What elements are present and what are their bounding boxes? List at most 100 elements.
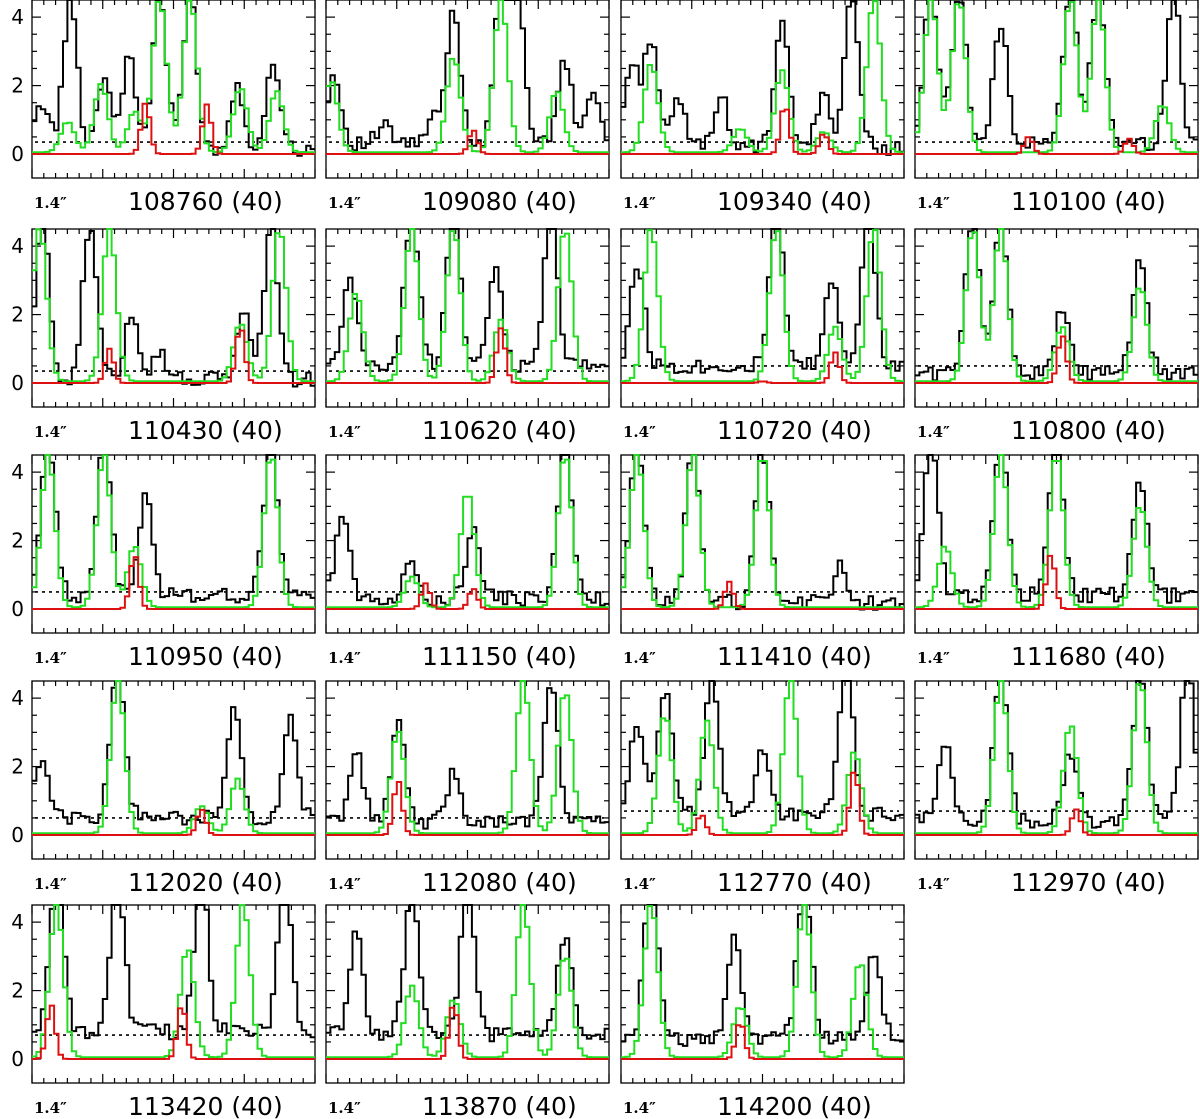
y-tick-label: 4 bbox=[11, 234, 24, 258]
beam-size-label: 1.4″ bbox=[623, 423, 656, 441]
spectrum-panel: 0 2 4 1.4″ 110950 (40) bbox=[11, 454, 316, 671]
full-model-spectrum bbox=[32, 904, 315, 1059]
beam-size-label: 1.4″ bbox=[623, 1099, 656, 1117]
frequency-label: 110720 (40) bbox=[717, 416, 872, 445]
y-tick-label: 4 bbox=[11, 686, 24, 710]
species-model-spectrum bbox=[915, 554, 1198, 610]
spectrum-panel: 1.4″ 110100 (40) bbox=[914, 0, 1199, 216]
beam-size-label: 1.4″ bbox=[34, 875, 67, 893]
species-model-spectrum bbox=[32, 329, 315, 384]
full-model-spectrum bbox=[915, 0, 1198, 154]
observed-spectrum bbox=[326, 454, 609, 607]
species-model-spectrum bbox=[32, 556, 315, 610]
frequency-label: 113870 (40) bbox=[422, 1092, 577, 1119]
panel-frame bbox=[31, 0, 316, 179]
observed-spectrum bbox=[32, 904, 315, 1041]
frequency-label: 112770 (40) bbox=[717, 868, 872, 897]
species-model-spectrum bbox=[915, 335, 1198, 384]
y-tick-label: 2 bbox=[11, 755, 24, 779]
species-model-spectrum bbox=[621, 108, 904, 155]
spectrum-panel: 0 2 4 1.4″ 113420 (40) bbox=[11, 904, 316, 1119]
species-model-spectrum bbox=[621, 351, 904, 384]
frequency-label: 111410 (40) bbox=[717, 642, 872, 671]
spectrum-panel: 1.4″ 110620 (40) bbox=[325, 228, 610, 445]
y-tick-label: 4 bbox=[11, 5, 24, 29]
frequency-label: 108760 (40) bbox=[128, 187, 283, 216]
species-model-spectrum bbox=[621, 771, 904, 836]
observed-spectrum bbox=[621, 904, 904, 1047]
spectrum-panel: 1.4″ 111410 (40) bbox=[620, 454, 905, 671]
species-model-spectrum bbox=[32, 808, 315, 836]
frequency-label: 109080 (40) bbox=[422, 187, 577, 216]
spectrum-panel: 1.4″ 113870 (40) bbox=[325, 904, 610, 1119]
y-tick-label: 0 bbox=[11, 823, 24, 847]
y-tick-label: 4 bbox=[11, 460, 24, 484]
beam-size-label: 1.4″ bbox=[34, 194, 67, 212]
y-tick-label: 2 bbox=[11, 303, 24, 327]
y-tick-label: 2 bbox=[11, 979, 24, 1003]
species-model-spectrum bbox=[915, 136, 1198, 155]
spectrum-panel: 1.4″ 110720 (40) bbox=[620, 228, 905, 445]
beam-size-label: 1.4″ bbox=[917, 649, 950, 667]
spectrum-panel: 1.4″ 109080 (40) bbox=[325, 0, 610, 216]
panel-frame bbox=[325, 228, 610, 408]
observed-spectrum bbox=[621, 680, 904, 822]
observed-spectrum bbox=[32, 680, 315, 826]
beam-size-label: 1.4″ bbox=[328, 194, 361, 212]
full-model-spectrum bbox=[915, 454, 1198, 609]
y-tick-label: 0 bbox=[11, 142, 24, 166]
observed-spectrum bbox=[915, 680, 1198, 829]
full-model-spectrum bbox=[32, 454, 315, 609]
beam-size-label: 1.4″ bbox=[917, 194, 950, 212]
observed-spectrum bbox=[32, 228, 315, 388]
full-model-spectrum bbox=[326, 680, 609, 835]
y-tick-label: 2 bbox=[11, 74, 24, 98]
beam-size-label: 1.4″ bbox=[623, 649, 656, 667]
full-model-spectrum bbox=[621, 229, 904, 383]
full-model-spectrum bbox=[621, 0, 904, 154]
spectrum-panel: 1.4″ 111150 (40) bbox=[325, 454, 610, 671]
y-tick-label: 2 bbox=[11, 529, 24, 553]
spectrum-panel: 1.4″ 112770 (40) bbox=[620, 680, 905, 897]
full-model-spectrum bbox=[326, 458, 609, 609]
beam-size-label: 1.4″ bbox=[328, 1099, 361, 1117]
observed-spectrum bbox=[915, 454, 1198, 604]
observed-spectrum bbox=[32, 454, 315, 604]
species-model-spectrum bbox=[326, 327, 609, 384]
spectrum-panel: 1.4″ 114200 (40) bbox=[620, 904, 905, 1119]
beam-size-label: 1.4″ bbox=[34, 1099, 67, 1117]
species-model-spectrum bbox=[32, 102, 315, 155]
frequency-label: 110430 (40) bbox=[128, 416, 283, 445]
beam-size-label: 1.4″ bbox=[328, 649, 361, 667]
observed-spectrum bbox=[326, 904, 609, 1043]
frequency-label: 109340 (40) bbox=[717, 187, 872, 216]
full-model-spectrum bbox=[915, 228, 1198, 383]
full-model-spectrum bbox=[621, 904, 904, 1059]
beam-size-label: 1.4″ bbox=[34, 649, 67, 667]
frequency-label: 111150 (40) bbox=[422, 642, 577, 671]
species-model-spectrum bbox=[915, 808, 1198, 836]
spectrum-panel: 1.4″ 112080 (40) bbox=[325, 680, 610, 897]
full-model-spectrum bbox=[32, 0, 315, 154]
spectrum-panel: 0 2 4 1.4″ 108760 (40) bbox=[11, 0, 316, 216]
beam-size-label: 1.4″ bbox=[34, 423, 67, 441]
beam-size-label: 1.4″ bbox=[328, 423, 361, 441]
y-tick-label: 0 bbox=[11, 371, 24, 395]
beam-size-label: 1.4″ bbox=[917, 875, 950, 893]
y-tick-label: 4 bbox=[11, 910, 24, 934]
spectrum-panel: 1.4″ 112970 (40) bbox=[914, 680, 1199, 897]
spectrum-panel: 1.4″ 110800 (40) bbox=[914, 228, 1199, 445]
panel-frame bbox=[620, 228, 905, 408]
beam-size-label: 1.4″ bbox=[328, 875, 361, 893]
y-tick-label: 0 bbox=[11, 1047, 24, 1071]
full-model-spectrum bbox=[32, 228, 315, 383]
beam-size-label: 1.4″ bbox=[623, 875, 656, 893]
frequency-label: 110620 (40) bbox=[422, 416, 577, 445]
spectrum-panel: 1.4″ 109340 (40) bbox=[620, 0, 905, 216]
species-model-spectrum bbox=[326, 129, 609, 155]
frequency-label: 111680 (40) bbox=[1011, 642, 1166, 671]
spectrum-panel: 0 2 4 1.4″ 110430 (40) bbox=[11, 228, 316, 445]
beam-size-label: 1.4″ bbox=[917, 423, 950, 441]
full-model-spectrum bbox=[326, 228, 609, 383]
frequency-label: 112080 (40) bbox=[422, 868, 577, 897]
